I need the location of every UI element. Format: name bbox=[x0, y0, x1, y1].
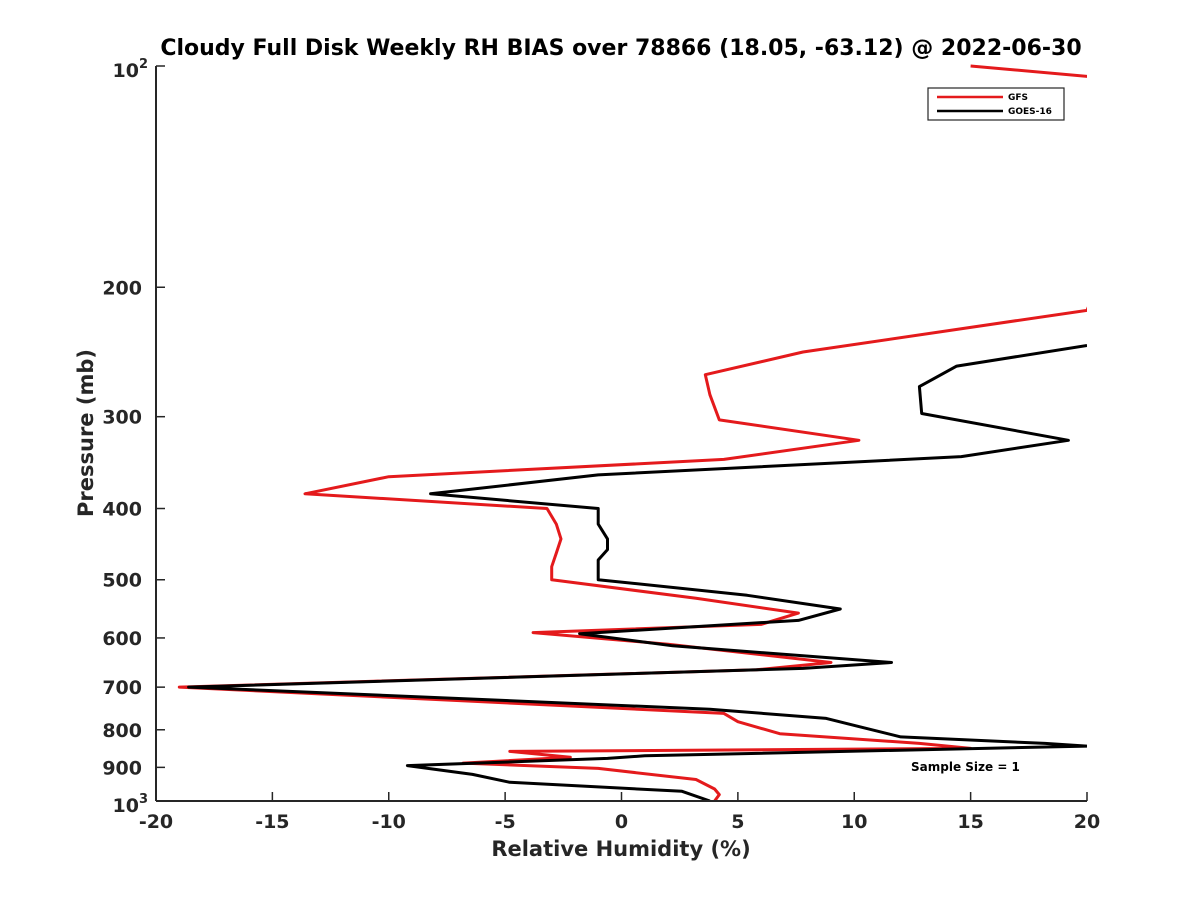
legend-label-gfs: GFS bbox=[1008, 93, 1028, 103]
y-axis-title: Pressure (mb) bbox=[74, 349, 98, 517]
y-tick-label: 800 bbox=[102, 720, 142, 742]
y-tick-label: 700 bbox=[102, 677, 142, 699]
x-tick-label: -20 bbox=[139, 811, 173, 833]
y-tick-label: 103 bbox=[113, 792, 149, 817]
x-tick-label: 0 bbox=[615, 811, 628, 833]
y-tick-label: 400 bbox=[102, 499, 142, 521]
x-tick-label: 20 bbox=[1074, 811, 1100, 833]
legend: GFS GOES-16 bbox=[927, 87, 1065, 121]
chart-title: Cloudy Full Disk Weekly RH BIAS over 788… bbox=[160, 36, 1081, 61]
legend-label-goes16: GOES-16 bbox=[1008, 107, 1052, 117]
x-tick-label: 10 bbox=[841, 811, 867, 833]
sample-size-annotation: Sample Size = 1 bbox=[911, 760, 1020, 774]
y-tick-label: 300 bbox=[102, 407, 142, 429]
x-tick-label: 15 bbox=[957, 811, 983, 833]
x-tick-label: -5 bbox=[495, 811, 516, 833]
y-tick-label: 600 bbox=[102, 628, 142, 650]
series-line-goes-16 bbox=[187, 344, 1087, 801]
x-tick-label: 5 bbox=[731, 811, 744, 833]
legend-box bbox=[927, 87, 1065, 121]
y-tick-label: 900 bbox=[102, 757, 142, 779]
y-tick-label: 500 bbox=[102, 570, 142, 592]
x-tick-label: -15 bbox=[255, 811, 289, 833]
series-line-gfs bbox=[177, 64, 1087, 801]
plot-area bbox=[177, 64, 1087, 801]
y-tick-label: 200 bbox=[102, 277, 142, 299]
y-tick-label: 102 bbox=[113, 57, 149, 82]
y-ticks: 102 200 300 400 500 600 700 800 900 103 bbox=[102, 57, 165, 817]
x-tick-label: -10 bbox=[372, 811, 406, 833]
x-axis-title: Relative Humidity (%) bbox=[491, 837, 750, 861]
x-ticks: -20 -15 -10 -5 0 5 10 15 20 bbox=[139, 792, 1100, 833]
